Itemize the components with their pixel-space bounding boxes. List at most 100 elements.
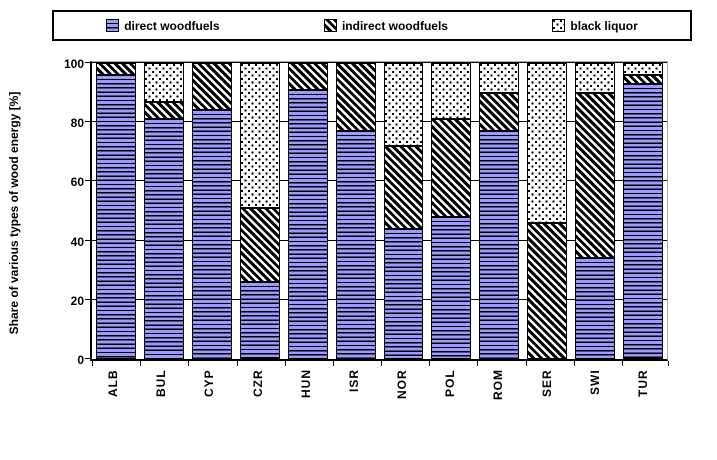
bar-segment-ser-indirect-woodfuels	[527, 222, 568, 359]
bar-segment-pol-indirect-woodfuels	[431, 119, 472, 217]
bar-slot-isr	[332, 63, 380, 359]
y-axis-tick	[85, 180, 91, 182]
bar-segment-tur-indirect-woodfuels	[623, 74, 664, 84]
bar-isr	[335, 63, 376, 359]
bar-segment-bul-direct-woodfuels	[143, 119, 184, 359]
bar-segment-alb-indirect-woodfuels	[96, 63, 136, 75]
bar-segment-czr-black-liquor	[239, 63, 280, 209]
bar-slot-tur	[619, 63, 667, 359]
x-axis-tick	[573, 361, 575, 366]
bar-segment-pol-direct-woodfuels	[431, 216, 472, 359]
bar-segment-czr-direct-woodfuels	[239, 282, 280, 359]
plot-field	[85, 62, 667, 359]
bar-segment-alb-direct-woodfuels	[96, 74, 136, 359]
bar-slot-czr	[236, 63, 284, 359]
bar-pol	[431, 63, 472, 359]
bar-bul	[143, 63, 184, 359]
bar-segment-nor-indirect-woodfuels	[383, 145, 424, 229]
bar-swi	[575, 63, 616, 359]
x-axis-tick	[525, 361, 527, 366]
x-axis-tick	[284, 361, 286, 366]
legend-entry-direct-woodfuels: direct woodfuels	[106, 18, 220, 33]
y-tick-label-40: 40	[70, 234, 84, 249]
bar-rom	[479, 63, 520, 359]
x-axis-tick	[332, 361, 334, 366]
legend-entry-indirect-woodfuels: indirect woodfuels	[323, 18, 448, 33]
bar-segment-czr-indirect-woodfuels	[239, 208, 280, 283]
bar-segment-rom-indirect-woodfuels	[479, 92, 520, 132]
bar-segment-bul-black-liquor	[143, 63, 184, 102]
y-axis-tick	[85, 121, 91, 123]
gridline-20	[92, 298, 667, 300]
x-axis-tick	[477, 361, 479, 366]
bar-slot-pol	[427, 63, 475, 359]
x-category-label-isr: ISR	[346, 369, 361, 393]
bar-cyp	[191, 63, 232, 359]
x-axis-tick	[140, 361, 142, 366]
x-category-label-swi: SWI	[587, 369, 602, 395]
bar-slot-nor	[380, 63, 428, 359]
y-tick-label-60: 60	[70, 175, 84, 190]
bar-segment-swi-black-liquor	[575, 63, 616, 93]
bar-alb	[96, 63, 136, 359]
plot-area	[85, 61, 669, 366]
x-axis-tick	[381, 361, 382, 366]
gridline-40	[92, 239, 667, 241]
bar-segment-nor-black-liquor	[383, 63, 424, 146]
bar-slot-cyp	[188, 63, 236, 359]
bar-segment-nor-direct-woodfuels	[383, 228, 424, 359]
gridline-100	[92, 62, 667, 63]
indirect-woodfuels-swatch-icon	[323, 19, 337, 32]
bar-segment-hun-indirect-woodfuels	[287, 63, 328, 90]
x-category-label-cyp: CYP	[202, 369, 217, 397]
bar-segment-cyp-direct-woodfuels	[191, 110, 232, 359]
x-category-label-alb: ALB	[106, 369, 121, 397]
bar-segment-swi-direct-woodfuels	[575, 258, 616, 359]
x-axis-tick	[621, 361, 623, 366]
x-axis-tick	[429, 361, 431, 366]
bar-slot-rom	[475, 63, 523, 359]
bar-segment-rom-direct-woodfuels	[479, 131, 520, 359]
x-category-label-hun: HUN	[298, 369, 313, 398]
y-tick-label-100: 100	[63, 57, 84, 71]
bar-czr	[239, 63, 280, 359]
bar-segment-cyp-indirect-woodfuels	[191, 63, 232, 111]
legend-label: direct woodfuels	[124, 18, 220, 33]
bar-ser	[527, 63, 568, 359]
bar-segment-bul-indirect-woodfuels	[143, 101, 184, 120]
bar-tur	[623, 63, 664, 359]
bar-slot-bul	[140, 63, 188, 359]
x-category-label-ser: SER	[539, 369, 554, 397]
bar-segment-tur-direct-woodfuels	[623, 83, 664, 359]
bar-slot-alb	[92, 63, 140, 359]
bar-hun	[287, 63, 328, 359]
x-category-label-tur: TUR	[635, 369, 650, 397]
x-category-label-rom: ROM	[491, 369, 506, 400]
legend-label: black liquor	[570, 18, 638, 33]
chart-legend: direct woodfuels indirect woodfuels blac…	[52, 10, 692, 41]
bar-nor	[383, 63, 424, 359]
legend-label: indirect woodfuels	[341, 18, 448, 33]
x-category-label-pol: POL	[443, 369, 458, 397]
bar-segment-swi-indirect-woodfuels	[575, 92, 616, 259]
y-axis-tick	[85, 62, 91, 63]
x-category-label-bul: BUL	[154, 369, 169, 397]
black-liquor-swatch-icon	[552, 19, 566, 32]
bar-slot-ser	[523, 63, 571, 359]
bar-segment-tur-black-liquor	[623, 63, 664, 75]
bar-segment-pol-black-liquor	[431, 63, 472, 120]
x-category-label-nor: NOR	[395, 369, 410, 399]
legend-entry-black-liquor: black liquor	[552, 18, 638, 33]
bar-segment-ser-black-liquor	[527, 63, 568, 223]
bar-segment-isr-indirect-woodfuels	[335, 63, 376, 132]
y-axis-tick	[85, 358, 91, 359]
gridline-80	[92, 121, 667, 123]
bar-segment-hun-direct-woodfuels	[287, 89, 328, 359]
y-tick-label-0: 0	[77, 353, 84, 367]
direct-woodfuels-swatch-icon	[106, 19, 120, 32]
y-axis-title: Share of various types of wood energy [%…	[7, 91, 21, 335]
x-axis-tick	[188, 361, 190, 366]
bar-slot-hun	[284, 63, 332, 359]
y-axis-tick	[85, 298, 91, 300]
